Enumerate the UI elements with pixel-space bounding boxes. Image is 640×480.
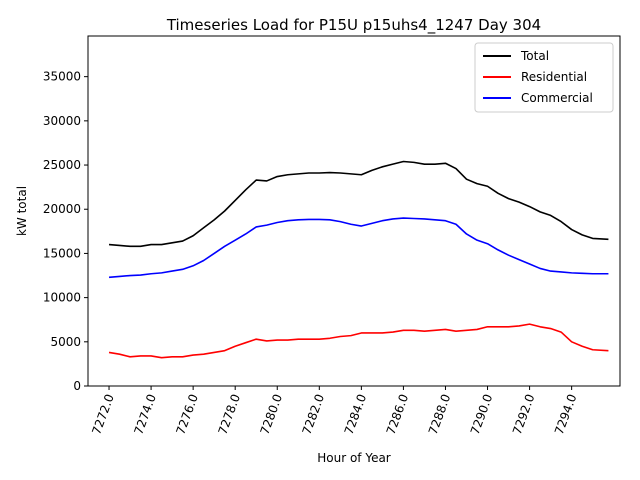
legend-label-commercial: Commercial: [521, 91, 593, 105]
y-tick-label: 5000: [50, 335, 81, 349]
series-line-residential: [108, 323, 609, 359]
legend-label-total: Total: [520, 49, 549, 63]
y-tick-label: 25000: [43, 158, 81, 172]
y-axis-label: kW total: [15, 186, 29, 236]
y-tick-label: 10000: [43, 291, 81, 305]
plot-frame: [87, 35, 621, 387]
legend: Total Residential Commercial: [474, 42, 614, 113]
legend-label-residential: Residential: [521, 70, 587, 84]
legend-box: [474, 42, 614, 113]
y-tick-label: 35000: [43, 70, 81, 84]
x-axis-label: Hour of Year: [317, 451, 391, 465]
y-tick-label: 15000: [43, 246, 81, 260]
series-line-total: [108, 160, 609, 248]
y-tick-label: 30000: [43, 114, 81, 128]
chart-title: Timeseries Load for P15U p15uhs4_1247 Da…: [166, 16, 541, 35]
y-tick-label: 0: [73, 379, 81, 393]
y-tick-label: 20000: [43, 202, 81, 216]
series-line-commercial: [108, 217, 609, 279]
